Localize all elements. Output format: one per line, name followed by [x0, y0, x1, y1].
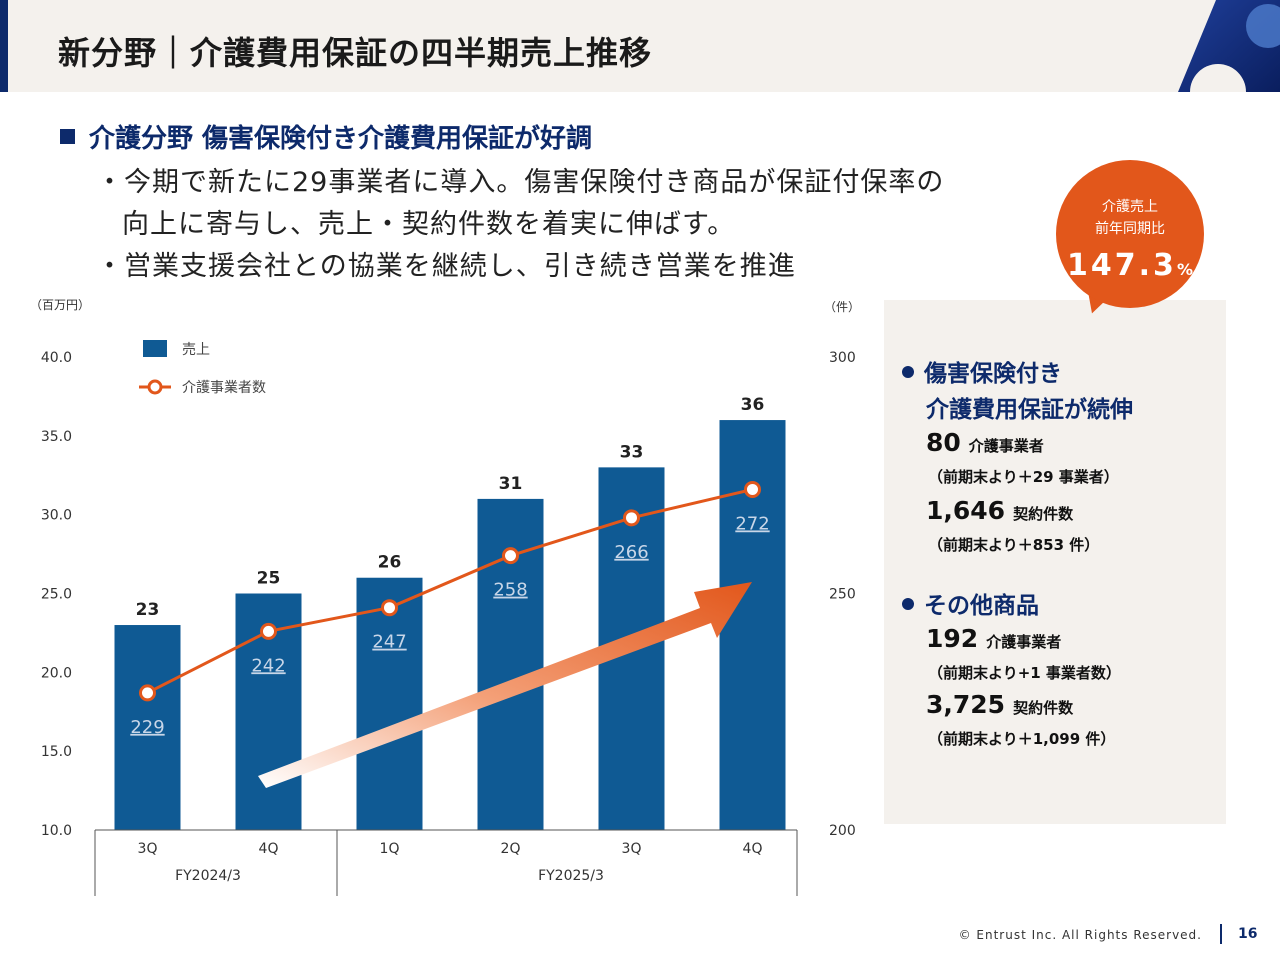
bar-value-label: 23 [136, 600, 160, 620]
stat-value: 3,725 [926, 690, 1006, 719]
bar [356, 577, 423, 830]
badge-label-1: 介護売上 [1102, 199, 1158, 215]
summary-line-2: 向上に寄与し、売上・契約件数を着実に伸ばす。 [122, 209, 736, 240]
stat-note: （前期末より＋29 事業者） [928, 468, 1119, 486]
left-tick-label: 30.0 [41, 508, 72, 524]
stat-unit: 契約件数 [1013, 699, 1074, 717]
category-label: 2Q [501, 841, 521, 857]
line-point [744, 480, 761, 498]
stat-unit: 契約件数 [1013, 505, 1074, 523]
category-label: 4Q [259, 841, 279, 857]
line-point [623, 509, 640, 527]
left-tick-label: 40.0 [41, 350, 72, 366]
bar [114, 625, 181, 830]
stat-note: （前期末より＋1,099 件） [928, 730, 1116, 748]
right-axis-unit: （件） [824, 300, 860, 314]
stat-note: （前期末より＋853 件） [928, 536, 1100, 554]
badge-unit: % [1176, 260, 1193, 279]
bar-value-label: 36 [741, 395, 765, 415]
dot-bullet-icon [902, 366, 914, 378]
stat-value: 80 [926, 428, 961, 457]
line-value-label: 229 [130, 717, 164, 738]
footer-divider [1220, 924, 1222, 944]
copyright-text: © Entrust Inc. All Rights Reserved. [958, 928, 1202, 942]
header-bar: 新分野｜介護費用保証の四半期売上推移 [0, 0, 1280, 92]
panel-stat-2-2: 3,725 契約件数 [926, 690, 1073, 719]
panel-stat-1-2: 1,646 契約件数 [926, 496, 1073, 525]
trend-arrow-icon [258, 582, 752, 788]
stat-unit: 介護事業者 [968, 437, 1044, 455]
stat-value: 1,646 [926, 496, 1006, 525]
line-series [146, 487, 753, 695]
group-label: FY2024/3 [175, 868, 241, 884]
line-value-label: 272 [735, 513, 769, 534]
panel-section-1-heading-line-1: 傷害保険付き [924, 361, 1062, 387]
left-tick-label: 10.0 [41, 823, 72, 839]
group-label: FY2025/3 [538, 868, 604, 884]
yoy-badge: 介護売上 前年同期比 147.3% [1056, 160, 1204, 308]
badge-label-2: 前年同期比 [1095, 221, 1165, 237]
right-tick-label: 200 [829, 823, 856, 839]
badge-number: 147.3 [1067, 248, 1177, 283]
badge-value: 147.3% [1056, 248, 1204, 283]
right-tick-label: 300 [829, 350, 856, 366]
panel-section-2-heading: その他商品 [902, 586, 1039, 620]
dot-bullet-icon [902, 598, 914, 610]
panel-section-1-heading-line-2: 介護費用保証が続伸 [926, 397, 1133, 423]
line-point [381, 599, 398, 617]
line-point [139, 684, 156, 702]
line-point [260, 622, 277, 640]
line-value-label: 247 [372, 632, 406, 653]
bar-value-label: 25 [257, 569, 281, 589]
stat-unit: 介護事業者 [986, 633, 1062, 651]
category-label: 3Q [622, 841, 642, 857]
summary-heading: 介護分野 傷害保険付き介護費用保証が好調 [60, 118, 592, 155]
stat-note: （前期末より+1 事業者数） [928, 664, 1121, 682]
stats-panel [884, 300, 1226, 824]
panel-stat-1-1: 80 介護事業者 [926, 428, 1044, 457]
left-axis-unit: （百万円） [30, 298, 90, 312]
line-value-label: 242 [251, 655, 285, 676]
line-value-label: 266 [614, 542, 648, 563]
category-label: 3Q [138, 841, 158, 857]
category-label: 4Q [743, 841, 763, 857]
right-tick-label: 250 [829, 587, 856, 603]
summary-line-3: ・営業支援会社との協業を継続し、引き続き営業を推進 [96, 251, 796, 282]
legend-line-label: 介護事業者数 [182, 380, 266, 396]
sales-chart: （百万円） （件） 10.0 15.0 20.0 25.0 30.0 35.0 40.0 200 2… [30, 298, 860, 896]
category-label: 1Q [380, 841, 400, 857]
header-accent-stripe [0, 0, 8, 92]
square-bullet-icon [60, 129, 75, 144]
legend-bar-label: 売上 [182, 342, 210, 358]
line-point [502, 547, 519, 565]
summary-line-1: ・今期で新たに29事業者に導入。傷害保険付き商品が保証付保率の [96, 167, 945, 198]
line-value-label: 258 [493, 580, 527, 601]
panel-section-1-heading: 傷害保険付き [902, 354, 1062, 388]
left-tick-label: 15.0 [41, 744, 72, 760]
panel-stat-2-1: 192 介護事業者 [926, 624, 1061, 653]
left-tick-label: 20.0 [41, 665, 72, 681]
bar-value-label: 33 [620, 442, 644, 462]
stat-value: 192 [926, 624, 979, 653]
left-tick-label: 35.0 [41, 429, 72, 445]
legend-bar-swatch [143, 340, 167, 357]
page-number: 16 [1238, 926, 1258, 942]
panel-section-2-heading-line-1: その他商品 [924, 593, 1039, 619]
legend-line-marker [147, 379, 163, 395]
bar-value-label: 26 [378, 553, 402, 573]
bar-value-label: 31 [499, 474, 523, 494]
corner-decoration-icon [1178, 0, 1280, 92]
page-title: 新分野｜介護費用保証の四半期売上推移 [58, 34, 653, 72]
summary-heading-text: 介護分野 傷害保険付き介護費用保証が好調 [89, 124, 593, 154]
left-tick-label: 25.0 [41, 587, 72, 603]
